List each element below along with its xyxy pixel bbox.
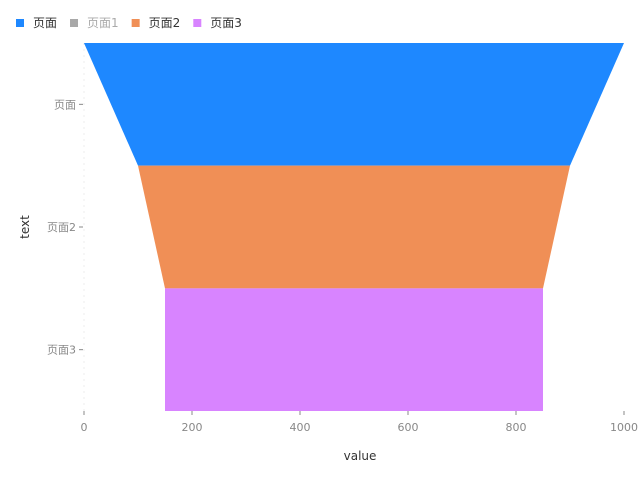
y-tick-label: 页面 (54, 98, 76, 111)
x-tick-label: 1000 (610, 421, 638, 434)
x-tick-label: 0 (81, 421, 88, 434)
x-axis: 0 200 400 600 800 1000 (81, 411, 638, 434)
legend-label[interactable]: 页面3 (210, 16, 242, 30)
legend-label[interactable]: 页面1 (87, 16, 119, 30)
y-tick-label: 页面2 (47, 221, 76, 234)
x-axis-label: value (344, 449, 377, 463)
legend-marker[interactable] (16, 19, 24, 27)
y-tick-label: 页面3 (47, 344, 76, 357)
funnel-segment[interactable] (84, 43, 624, 166)
funnel-segment[interactable] (138, 165, 570, 289)
x-tick-label: 600 (398, 421, 419, 434)
legend-marker[interactable] (70, 19, 79, 27)
funnel-segment[interactable] (165, 288, 543, 411)
plot-area (83, 43, 624, 411)
x-tick-label: 400 (290, 421, 311, 434)
legend-marker[interactable] (131, 19, 140, 27)
legend-label[interactable]: 页面2 (149, 16, 181, 30)
x-tick-label: 800 (506, 421, 527, 434)
legend-marker[interactable] (193, 19, 202, 27)
legend-label[interactable]: 页面 (33, 16, 57, 30)
x-tick-label: 200 (182, 421, 203, 434)
legend: 页面 页面1 页面2 页面3 (16, 16, 242, 30)
y-axis-label: text (18, 215, 32, 239)
